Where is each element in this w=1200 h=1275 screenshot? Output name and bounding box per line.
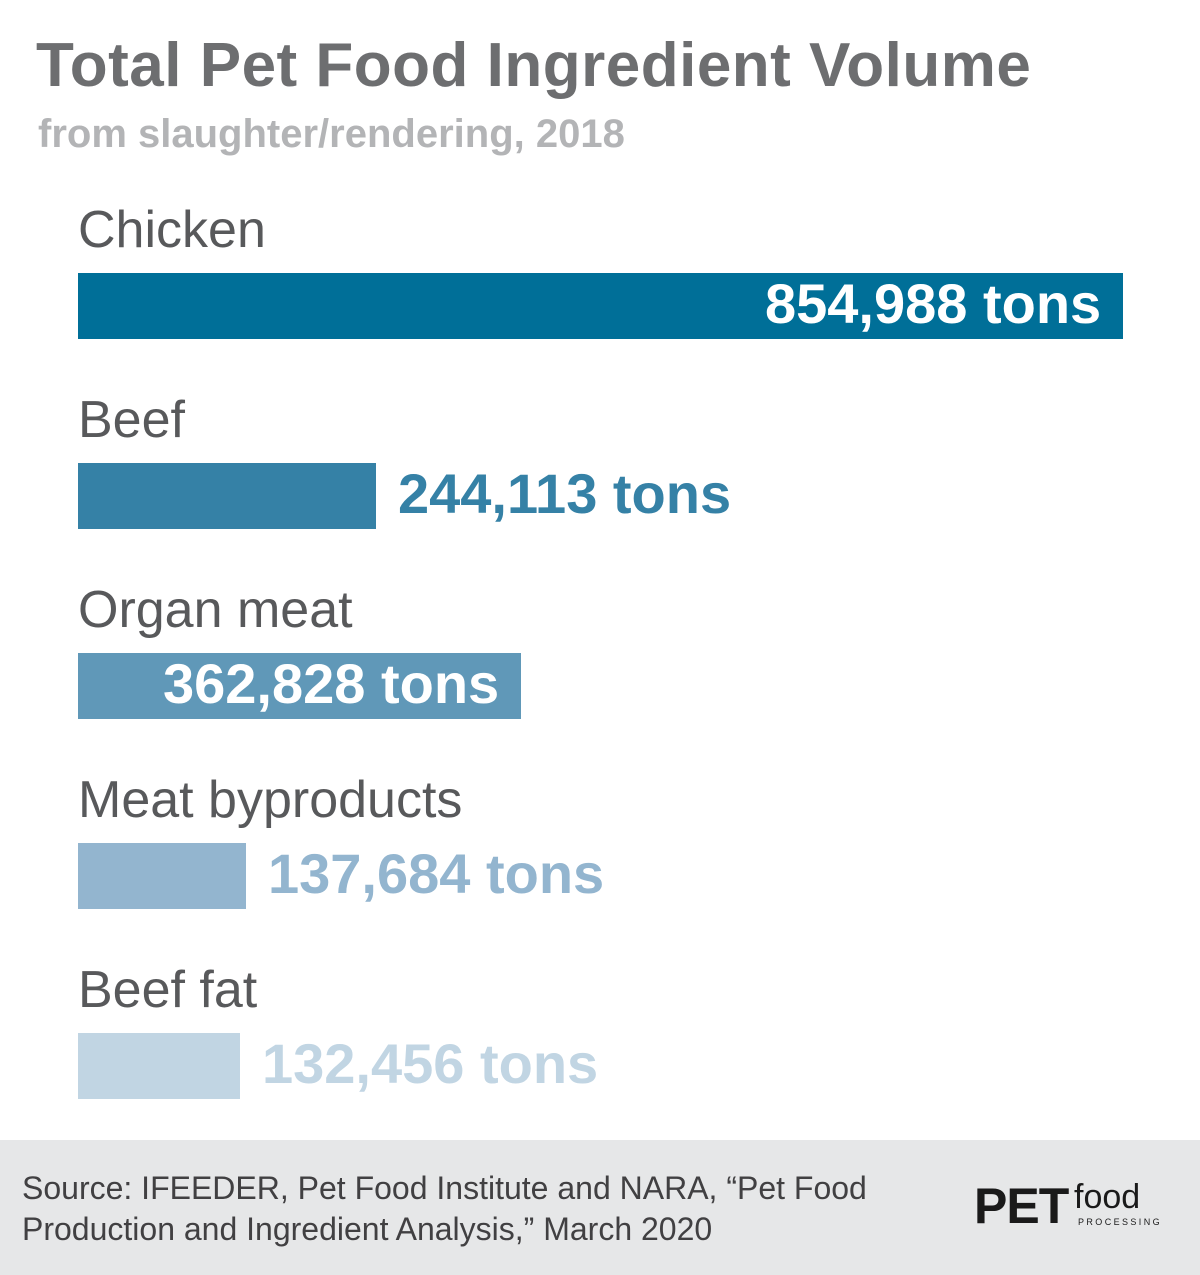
- category-label: Organ meat: [78, 581, 353, 639]
- category-label: Chicken: [78, 201, 266, 259]
- footer: Source: IFEEDER, Pet Food Institute and …: [0, 1140, 1200, 1275]
- value-label: 137,684 tons: [268, 842, 605, 905]
- logo-pet-text: PET: [974, 1178, 1069, 1234]
- value-label: 132,456 tons: [262, 1032, 599, 1095]
- category-label: Meat byproducts: [78, 771, 463, 829]
- category-label: Beef fat: [78, 961, 258, 1019]
- bar: [78, 653, 521, 719]
- bar-chart: Chicken 854,988 tons Beef 244,113 tons Organ…: [78, 201, 1123, 1099]
- category-label: Beef: [78, 391, 185, 449]
- chart-title: Total Pet Food Ingredient Volume: [36, 31, 1032, 100]
- logo-processing-text: PROCESSING: [1078, 1217, 1163, 1227]
- chart-subtitle: from slaughter/rendering, 2018: [38, 112, 625, 156]
- bar: [78, 273, 1123, 339]
- value-label: 244,113 tons: [398, 462, 732, 525]
- source-note: Source: IFEEDER, Pet Food Institute and …: [22, 1170, 867, 1247]
- bar: [78, 843, 246, 909]
- bar: [78, 463, 376, 529]
- bar: [78, 1033, 240, 1099]
- pet-food-processing-logo: PET food PROCESSING: [974, 1180, 1174, 1232]
- value-label: 854,988 tons: [765, 272, 1102, 335]
- logo-food-text: food: [1074, 1178, 1141, 1216]
- value-label: 362,828 tons: [163, 652, 500, 715]
